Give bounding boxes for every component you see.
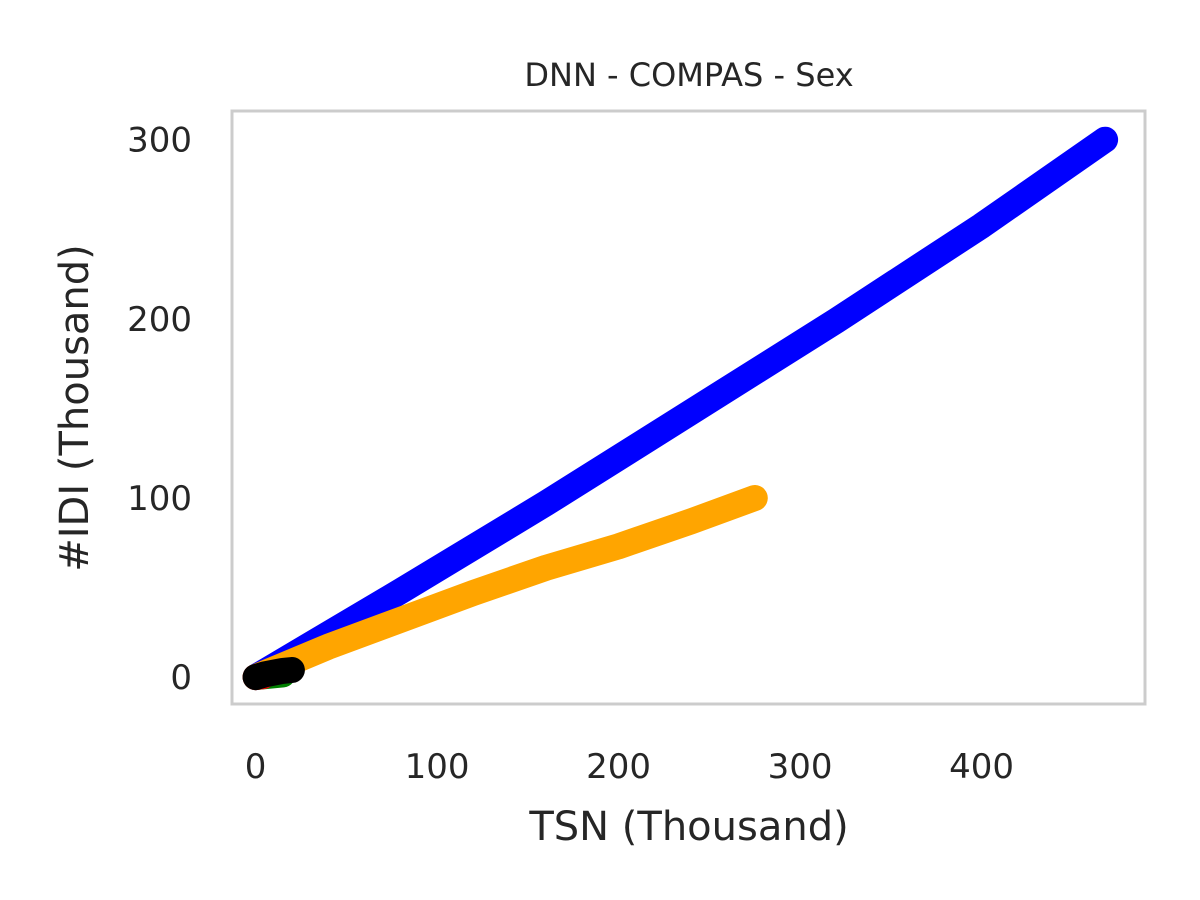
chart-title: DNN - COMPAS - Sex [524, 56, 853, 94]
x-axis-label: TSN (Thousand) [528, 804, 848, 850]
x-tick-label-0: 0 [245, 747, 267, 787]
y-tick-label-3: 300 [127, 121, 192, 161]
y-tick-label-0: 0 [170, 658, 192, 698]
y-tick-label-2: 200 [127, 300, 192, 340]
x-tick-label-2: 200 [586, 747, 651, 787]
x-tick-label-4: 400 [949, 747, 1014, 787]
x-tick-label-3: 300 [768, 747, 833, 787]
series-line-1 [242, 485, 768, 691]
plot-area [242, 126, 1119, 691]
plot-frame [230, 109, 1147, 706]
series-line-0 [242, 126, 1119, 691]
y-tick-label-1: 100 [127, 479, 192, 519]
y-axis-ticks: 0 100 200 300 [127, 121, 192, 698]
x-tick-label-1: 100 [405, 747, 470, 787]
x-axis-ticks: 0 100 200 300 400 [245, 747, 1014, 787]
y-axis-label: #IDI (Thousand) [52, 244, 98, 572]
series-line-4 [242, 657, 305, 691]
